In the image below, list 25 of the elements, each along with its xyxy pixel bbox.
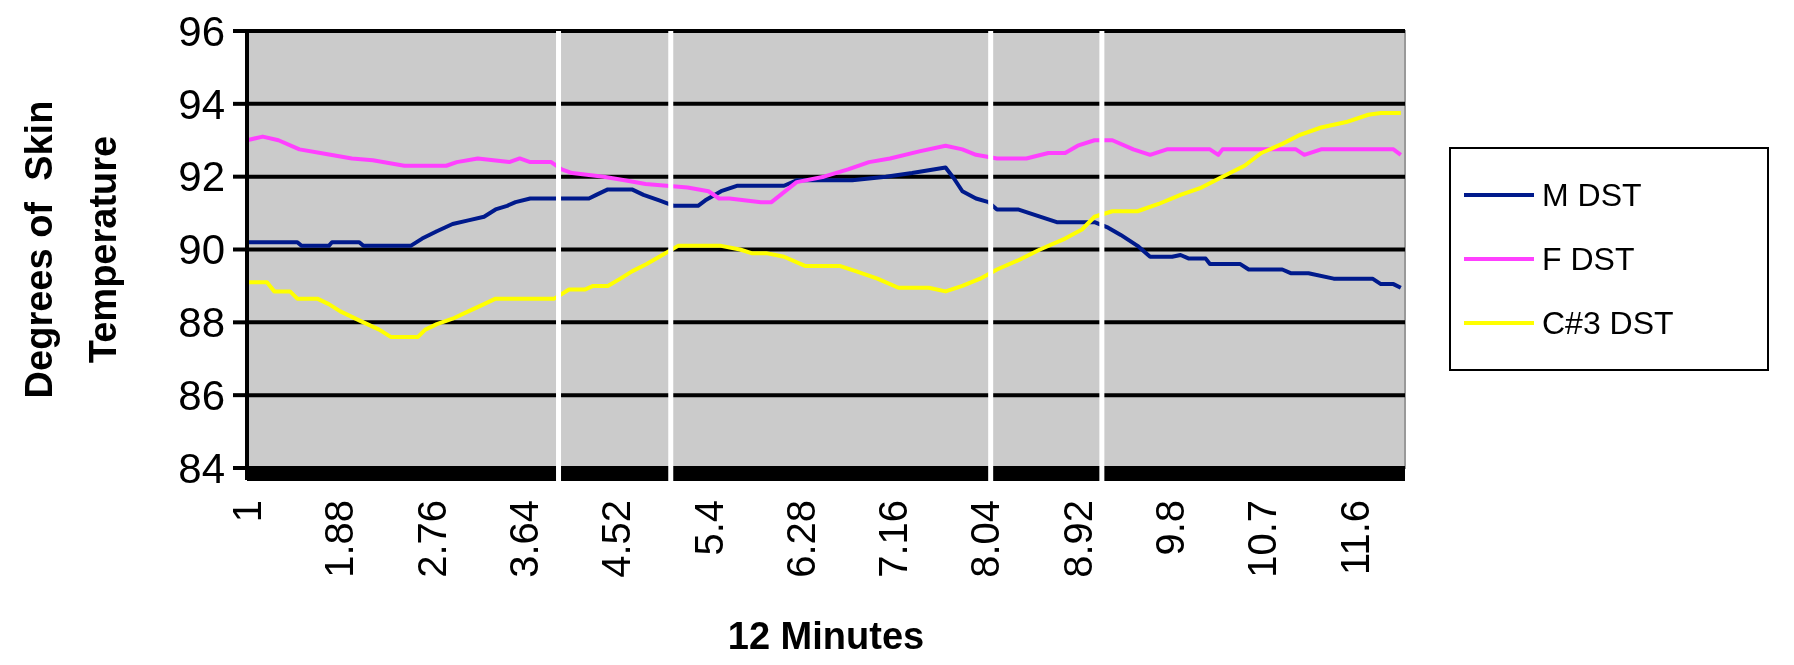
x-tick-label: 8.04 [963, 500, 1008, 578]
y-tick-label: 84 [178, 444, 225, 492]
x-tick-label: 6.28 [778, 500, 823, 578]
x-tick-label: 1 [225, 500, 269, 523]
x-tick-label: 7.16 [871, 500, 916, 578]
y-tick-label: 92 [178, 153, 225, 201]
y-tick-label: 86 [178, 371, 225, 419]
x-tick-label: 10.7 [1240, 500, 1285, 578]
x-tick-label: 4.52 [594, 500, 639, 578]
y-tick-label: 90 [178, 226, 225, 274]
legend-label: F DST [1542, 241, 1635, 278]
y-tick-label: 96 [178, 7, 225, 55]
x-tick-label: 2.76 [409, 500, 454, 578]
legend-label: M DST [1542, 177, 1642, 214]
y-tick-label: 88 [178, 299, 225, 347]
x-tick-label: 3.64 [501, 500, 546, 578]
x-tick-label: 5.4 [686, 500, 731, 556]
y-axis-title: Degrees of Skin Temperature [18, 100, 124, 399]
y-tick-label: 94 [178, 80, 225, 128]
x-axis-title: 12 Minutes [727, 615, 925, 657]
x-tick-label: 11.6 [1332, 500, 1377, 575]
x-tick-label: 8.92 [1055, 500, 1100, 578]
x-tick-label: 9.8 [1148, 500, 1193, 556]
legend-label: C#3 DST [1542, 305, 1674, 342]
x-tick-label: 1.88 [317, 500, 362, 578]
